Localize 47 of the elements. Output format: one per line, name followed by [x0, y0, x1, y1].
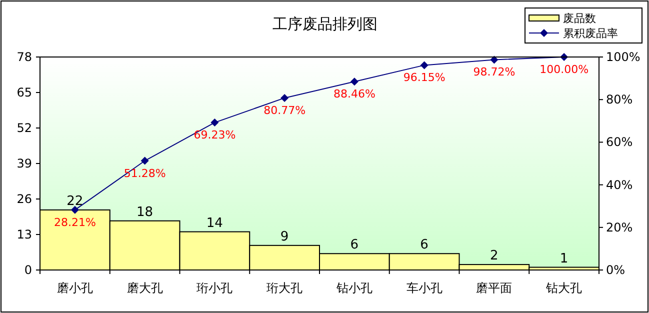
data-label: 28.21%: [54, 216, 96, 229]
y-tick-label: 0: [24, 263, 32, 277]
y2-tick-label: 20%: [606, 220, 633, 234]
y-tick-label: 39: [16, 156, 32, 170]
legend-label: 废品数: [563, 12, 596, 25]
data-label: 96.15%: [403, 71, 446, 84]
y2-tick-label: 0%: [606, 263, 626, 277]
y2-tick-label: 60%: [606, 135, 633, 150]
data-label: 1: [560, 251, 568, 266]
data-label: 2: [490, 248, 498, 264]
y-tick-label: 78: [16, 50, 32, 64]
data-label: 6: [420, 238, 428, 253]
point: [490, 56, 498, 64]
data-label: 51.28%: [124, 166, 166, 180]
y-tick-label: 52: [16, 121, 32, 135]
data-label: 80.77%: [264, 104, 306, 117]
data-label: 22: [66, 194, 84, 209]
y-tick-label: 65: [16, 86, 32, 100]
x-tick-label: 珩小孔: [196, 281, 233, 295]
legend-label: 累积废品率: [563, 27, 618, 40]
x-tick-label: 磨平面: [476, 281, 512, 295]
x-tick-label: 磨小孔: [56, 281, 93, 295]
chart-title: 工序废品排列图: [272, 15, 378, 33]
data-label: 98.72%: [473, 66, 516, 79]
data-label: 6: [350, 238, 359, 253]
point: [420, 61, 428, 70]
data-label: 14: [206, 216, 223, 231]
point: [70, 206, 79, 214]
point: [140, 156, 149, 165]
data-label: 100.00%: [540, 63, 589, 76]
y2-tick-label: 40%: [606, 178, 633, 192]
y-tick-label: 13: [16, 228, 32, 242]
point: [280, 94, 289, 102]
x-tick-label: 钻大孔: [545, 281, 582, 295]
data-label: 9: [280, 229, 289, 244]
y2-tick-label: 100%: [606, 50, 640, 64]
x-tick-label: 车小孔: [406, 281, 442, 295]
y-tick-label: 26: [16, 192, 32, 206]
y2-tick-label: 80%: [606, 92, 633, 107]
data-label: 69.23%: [194, 128, 236, 142]
point: [350, 78, 358, 86]
data-label: 88.46%: [333, 88, 376, 101]
x-tick-label: 珩大孔: [266, 281, 303, 295]
x-tick-label: 钻小孔: [335, 281, 372, 295]
x-tick-label: 磨大孔: [126, 281, 163, 295]
data-label: 18: [136, 204, 154, 220]
point: [210, 118, 219, 127]
